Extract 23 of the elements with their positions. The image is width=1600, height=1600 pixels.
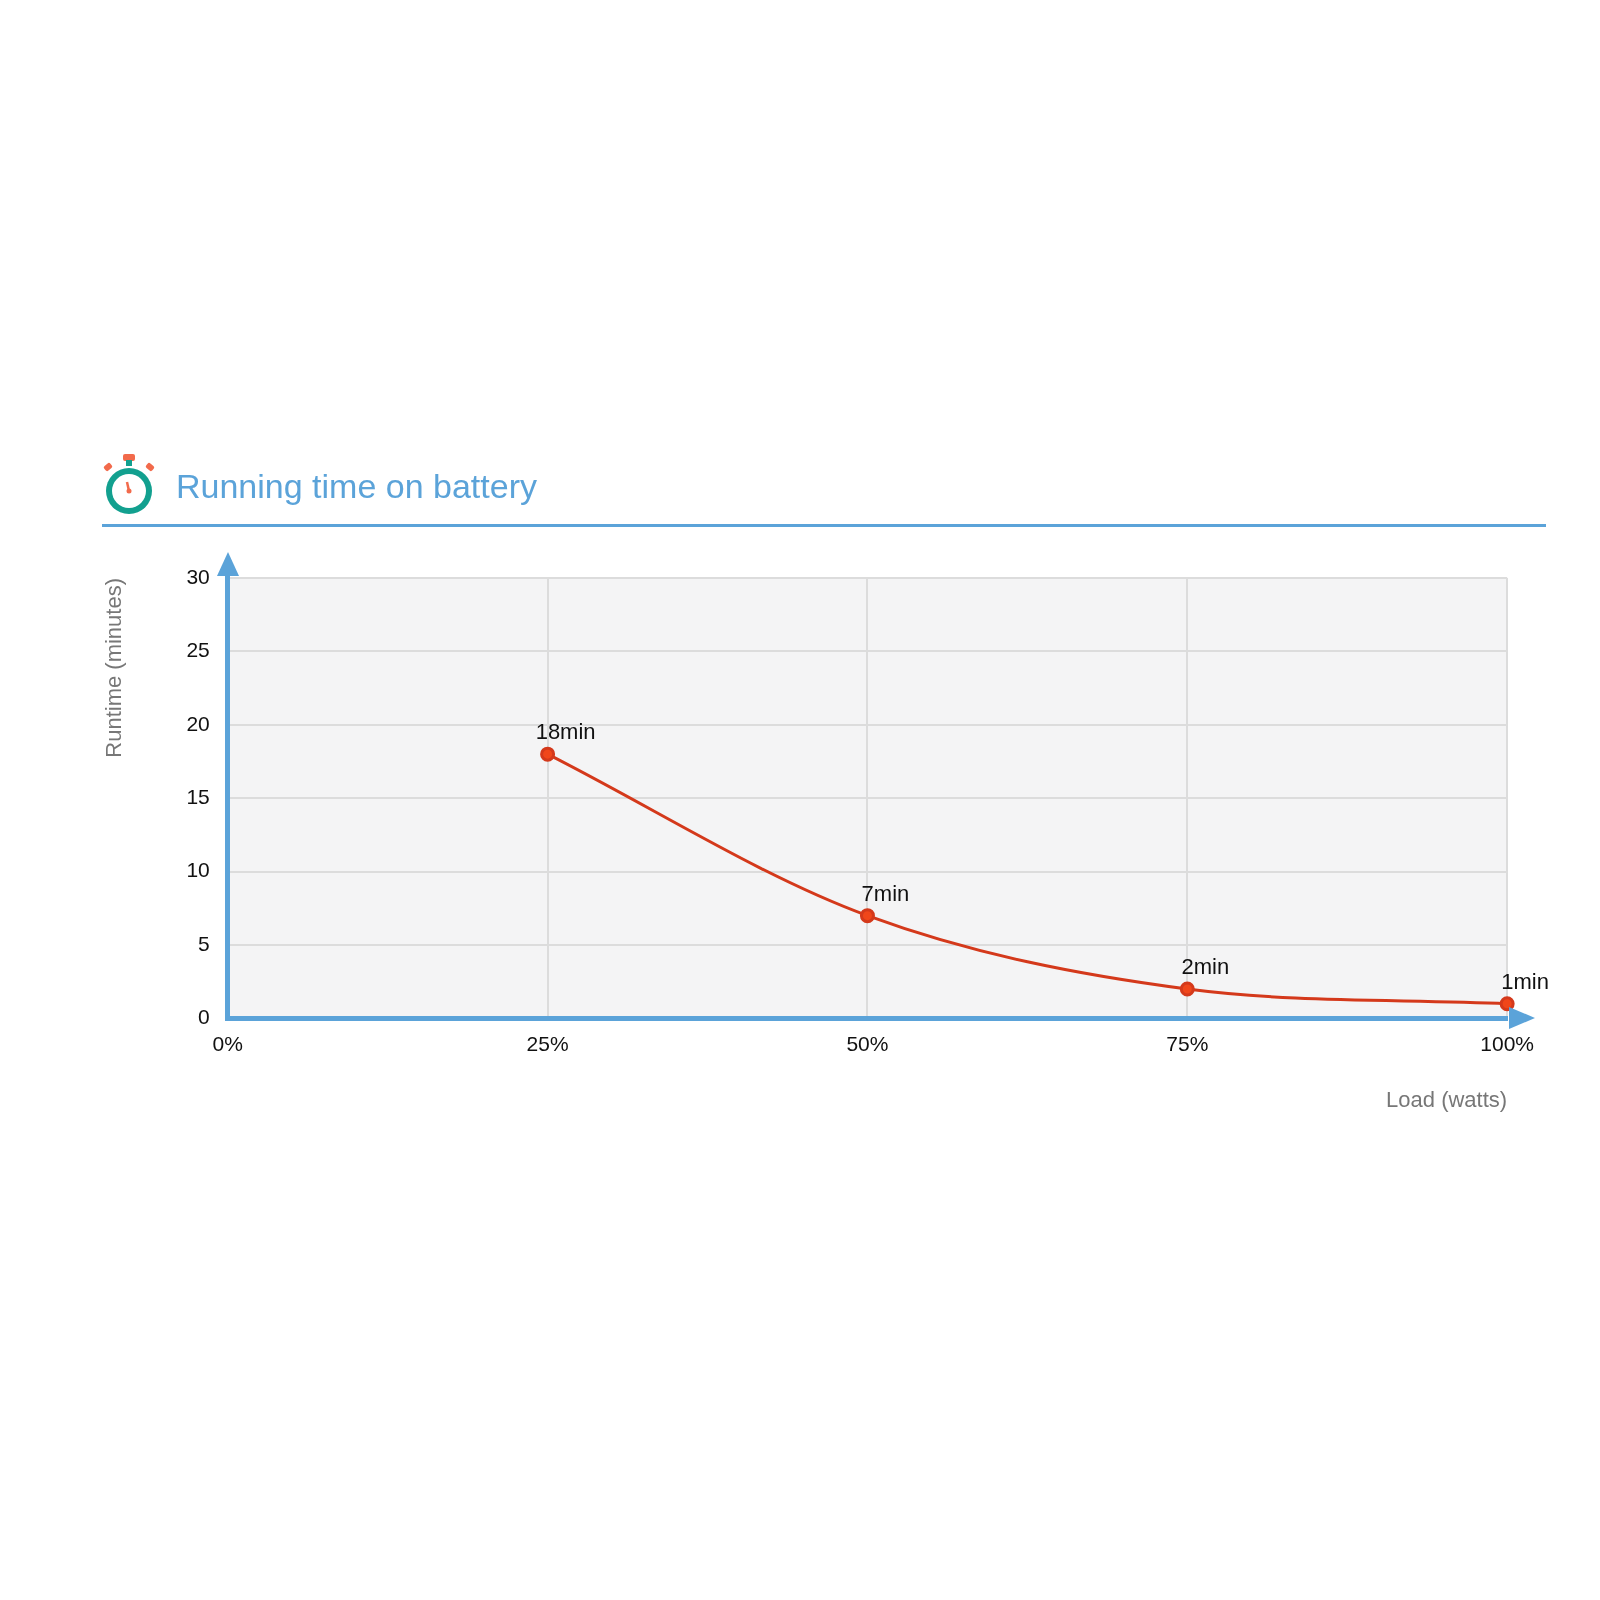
point bbox=[540, 746, 556, 762]
y-tick-label: 30 bbox=[186, 564, 210, 588]
data-label: 7min bbox=[861, 880, 910, 906]
data-label: 2min bbox=[1181, 954, 1230, 980]
y-tick-label: 0 bbox=[198, 1005, 210, 1029]
y-tick-label: 10 bbox=[186, 858, 210, 882]
y-axis-title: Runtime (minutes) bbox=[101, 578, 127, 758]
point bbox=[1179, 981, 1195, 997]
point bbox=[859, 908, 875, 924]
x-tick-label: 75% bbox=[1166, 1031, 1209, 1055]
chart-title: Running time on battery bbox=[176, 466, 537, 506]
x-tick-label: 25% bbox=[526, 1031, 569, 1055]
y-tick-label: 15 bbox=[186, 785, 210, 808]
y-tick-label: 20 bbox=[186, 711, 210, 735]
x-tick-label: 0% bbox=[212, 1031, 243, 1055]
y-tick-label: 25 bbox=[186, 638, 210, 662]
x-tick-label: 50% bbox=[846, 1031, 889, 1055]
x-axis-title: Load (watts) bbox=[1386, 1086, 1508, 1112]
x-tick-label: 100% bbox=[1480, 1031, 1534, 1055]
data-label: 18min bbox=[535, 719, 596, 745]
y-tick-label: 5 bbox=[198, 931, 210, 955]
point bbox=[1499, 996, 1515, 1012]
data-label: 1min bbox=[1501, 968, 1549, 994]
